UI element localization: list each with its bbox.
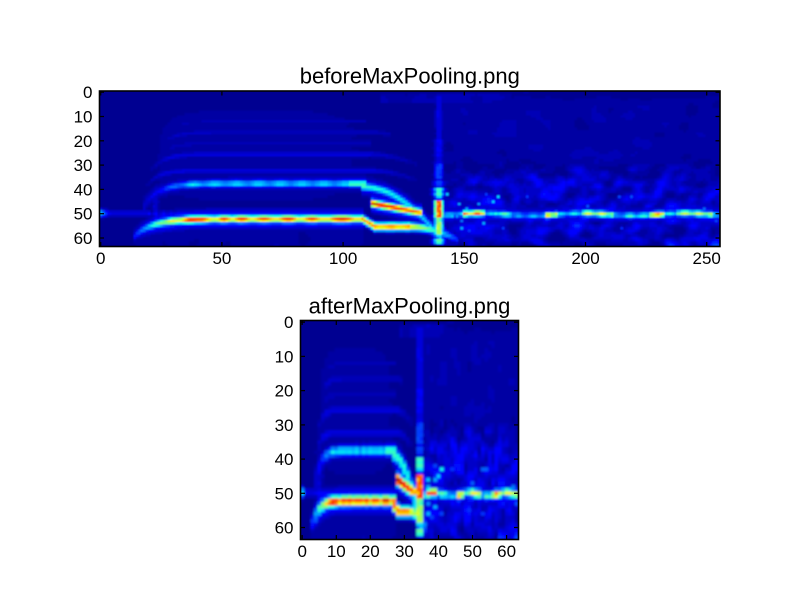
svg-text:40: 40 (275, 450, 294, 469)
svg-text:60: 60 (275, 519, 294, 538)
svg-text:50: 50 (212, 249, 231, 268)
svg-text:30: 30 (275, 416, 294, 435)
svg-text:60: 60 (74, 229, 93, 248)
svg-text:beforeMaxPooling.png: beforeMaxPooling.png (300, 64, 520, 89)
svg-text:0: 0 (96, 249, 105, 268)
svg-text:10: 10 (327, 542, 346, 561)
svg-text:20: 20 (361, 542, 380, 561)
svg-text:100: 100 (329, 249, 357, 268)
svg-text:0: 0 (83, 83, 92, 102)
svg-text:50: 50 (74, 205, 93, 224)
svg-text:250: 250 (693, 249, 721, 268)
svg-text:0: 0 (284, 313, 293, 332)
svg-text:10: 10 (74, 108, 93, 127)
svg-text:200: 200 (571, 249, 599, 268)
svg-text:50: 50 (463, 542, 482, 561)
svg-text:afterMaxPooling.png: afterMaxPooling.png (309, 294, 511, 319)
svg-text:150: 150 (450, 249, 478, 268)
svg-text:20: 20 (275, 382, 294, 401)
svg-text:60: 60 (497, 542, 516, 561)
svg-text:30: 30 (395, 542, 414, 561)
svg-text:0: 0 (297, 542, 306, 561)
svg-text:40: 40 (74, 180, 93, 199)
svg-text:20: 20 (74, 132, 93, 151)
svg-text:30: 30 (74, 156, 93, 175)
svg-text:50: 50 (275, 484, 294, 503)
svg-text:10: 10 (275, 347, 294, 366)
svg-text:40: 40 (429, 542, 448, 561)
